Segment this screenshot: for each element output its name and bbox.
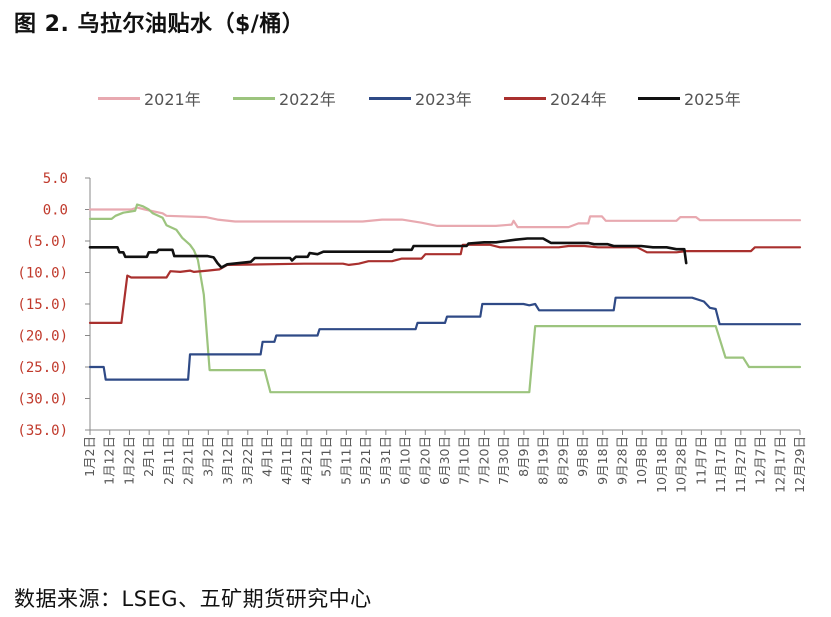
x-tick-label: 10月18日 xyxy=(654,436,669,493)
x-tick-label: 1月12日 xyxy=(102,436,117,485)
x-tick-label: 4月11日 xyxy=(279,436,294,485)
legend-swatch xyxy=(98,96,140,100)
legend-label: 2024年 xyxy=(550,90,607,109)
legend-item: 2023年 xyxy=(369,86,472,110)
y-tick-label: (20.0) xyxy=(17,329,68,345)
x-tick-label: 8月19日 xyxy=(536,436,551,485)
legend-label: 2022年 xyxy=(279,90,336,109)
y-tick-label: (10.0) xyxy=(17,266,68,282)
series-line-2024年 xyxy=(88,243,802,324)
chart-axes: 5.0 0.0 (5.0) (10.0) (15.0) (20.0) (25.0) (30.0… xyxy=(17,171,807,493)
chart-legend: 2021年 2022年 2023年 2024年 2025年 xyxy=(0,86,831,110)
y-tick-label: (15.0) xyxy=(17,297,68,313)
x-tick-label: 6月30日 xyxy=(437,436,452,485)
x-tick-label: 9月8日 xyxy=(575,436,590,477)
y-tick-label: 5.0 xyxy=(43,171,68,187)
x-tick-label: 12月29日 xyxy=(792,436,807,493)
y-tick-label: (5.0) xyxy=(26,234,68,250)
x-tick-label: 11月7日 xyxy=(693,436,708,485)
legend-label: 2023年 xyxy=(415,90,472,109)
x-tick-label: 9月18日 xyxy=(595,436,610,485)
series-line-2025年 xyxy=(88,237,688,269)
y-tick-label: (30.0) xyxy=(17,392,68,408)
legend-swatch xyxy=(369,96,411,100)
x-tick-label: 12月7日 xyxy=(753,436,768,485)
x-tick-label: 5月1日 xyxy=(319,436,334,477)
x-tick-label: 1月22日 xyxy=(121,436,136,485)
legend-item: 2021年 xyxy=(98,86,201,110)
legend-swatch xyxy=(638,96,680,100)
x-tick-label: 7月20日 xyxy=(476,436,491,485)
y-tick-label: (35.0) xyxy=(17,423,68,439)
x-tick-label: 5月11日 xyxy=(338,436,353,485)
series-line-2022年 xyxy=(88,203,802,394)
figure-title: 图 2. 乌拉尔油贴水（$/桶） xyxy=(14,12,305,37)
legend-label: 2025年 xyxy=(684,90,741,109)
y-tick-label: 0.0 xyxy=(43,203,68,219)
x-tick-label: 4月21日 xyxy=(299,436,314,485)
legend-swatch xyxy=(504,96,546,100)
x-tick-label: 4月1日 xyxy=(260,436,275,477)
x-tick-label: 7月10日 xyxy=(457,436,472,485)
y-tick-label: (25.0) xyxy=(17,360,68,376)
legend-label: 2021年 xyxy=(144,90,201,109)
x-tick-label: 1月2日 xyxy=(82,436,97,477)
x-tick-label: 5月31日 xyxy=(378,436,393,485)
figure-source: 数据来源：LSEG、五矿期货研究中心 xyxy=(14,587,372,611)
legend-item: 2025年 xyxy=(638,86,741,110)
x-tick-label: 7月30日 xyxy=(496,436,511,485)
x-tick-label: 8月29日 xyxy=(555,436,570,485)
x-tick-label: 8月9日 xyxy=(516,436,531,477)
x-tick-label: 3月22日 xyxy=(240,436,255,485)
x-tick-label: 6月10日 xyxy=(398,436,413,485)
x-tick-label: 3月2日 xyxy=(200,436,215,477)
series-line-2021年 xyxy=(88,206,802,229)
x-tick-label: 10月8日 xyxy=(634,436,649,485)
x-tick-label: 10月28日 xyxy=(674,436,689,493)
series-line-2023年 xyxy=(88,296,802,381)
legend-item: 2024年 xyxy=(504,86,607,110)
x-tick-label: 5月21日 xyxy=(358,436,373,485)
x-tick-label: 11月17日 xyxy=(713,436,728,493)
x-tick-label: 2月1日 xyxy=(141,436,156,477)
legend-item: 2022年 xyxy=(233,86,336,110)
chart-series-layer xyxy=(88,203,802,394)
x-tick-label: 9月28日 xyxy=(615,436,630,485)
x-tick-label: 2月11日 xyxy=(161,436,176,485)
x-tick-label: 3月12日 xyxy=(220,436,235,485)
legend-swatch xyxy=(233,96,275,100)
x-tick-label: 6月20日 xyxy=(417,436,432,485)
x-tick-label: 12月17日 xyxy=(772,436,787,493)
x-tick-label: 2月21日 xyxy=(181,436,196,485)
x-tick-label: 11月27日 xyxy=(733,436,748,493)
